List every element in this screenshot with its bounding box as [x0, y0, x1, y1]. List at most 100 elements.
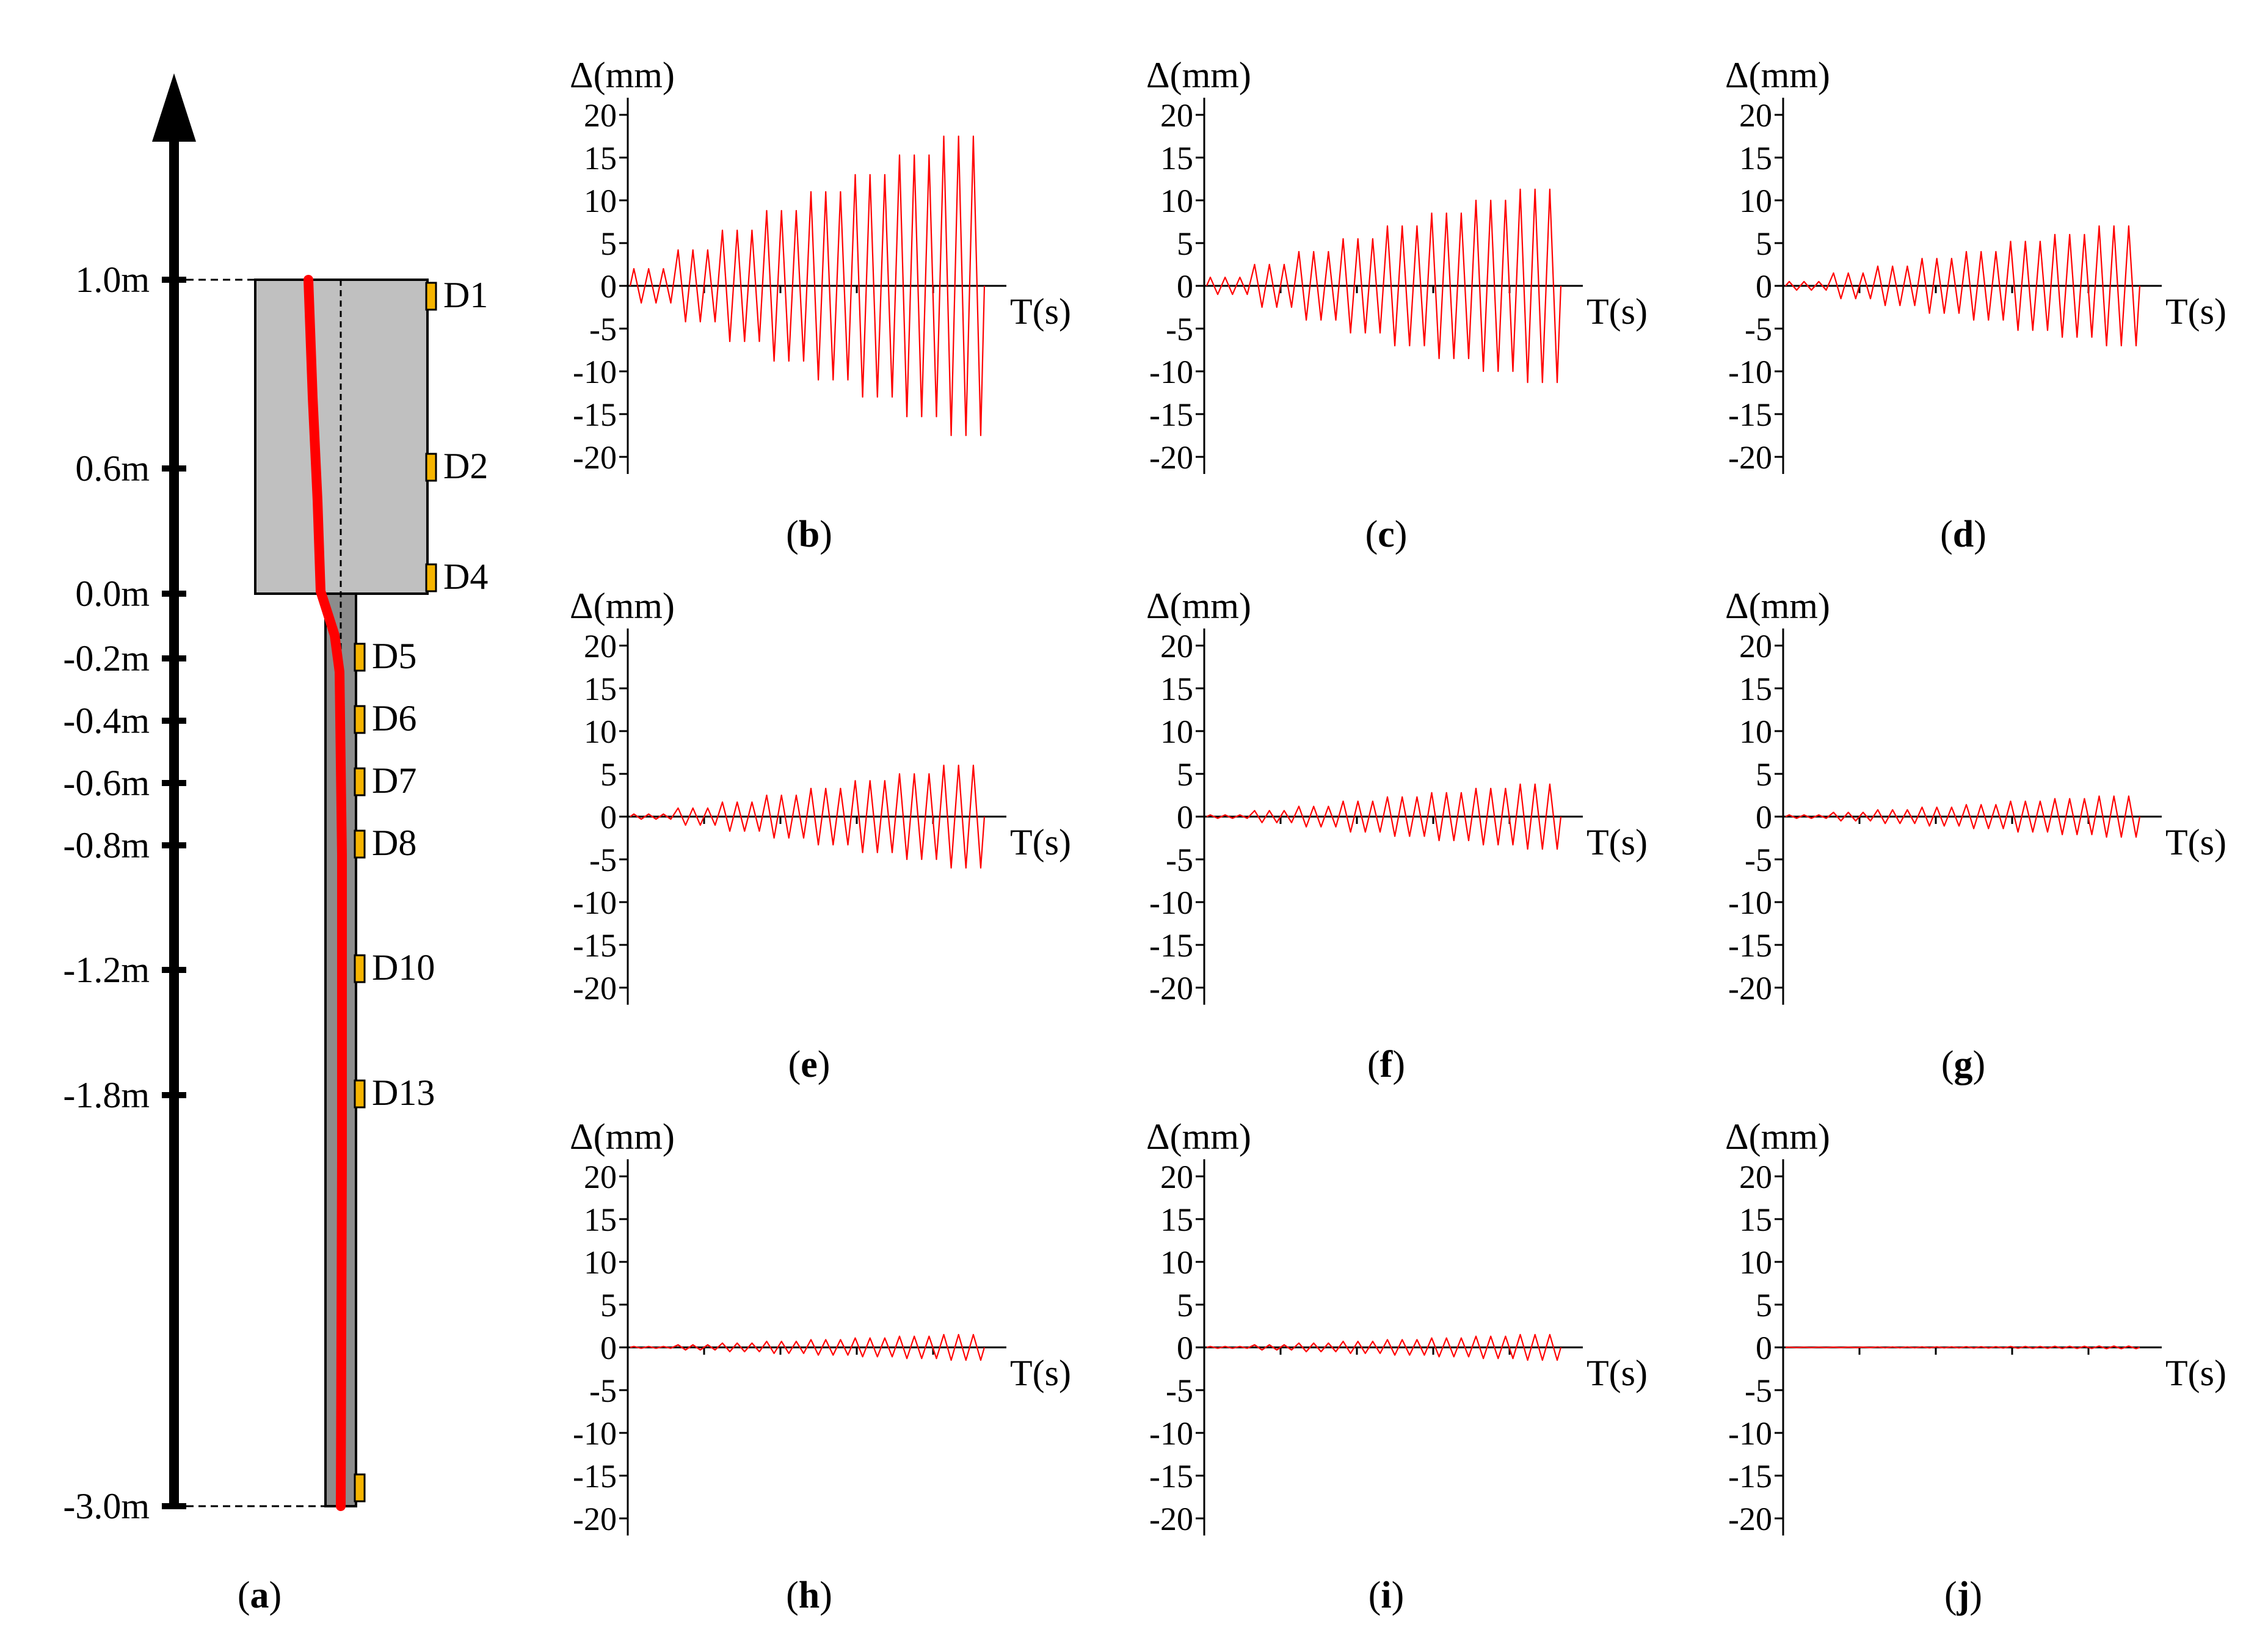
y-tick-label: -10: [573, 1415, 617, 1452]
deflection-curve: [303, 275, 347, 1511]
sensor-marker: [354, 829, 366, 859]
y-tick-label: -5: [1745, 842, 1772, 878]
y-tick-label: 20: [1739, 1159, 1772, 1195]
y-tick-label: -5: [1745, 311, 1772, 348]
y-tick-label: 5: [1756, 756, 1772, 793]
depth-label: -0.2m: [63, 638, 150, 679]
y-tick-label: 5: [1177, 756, 1193, 793]
depth-label: -3.0m: [63, 1486, 150, 1526]
depth-label: -0.4m: [63, 701, 150, 741]
x-axis-label: T(s): [1587, 1353, 1648, 1393]
y-tick-label: 20: [584, 628, 617, 665]
y-axis-label: Δ(mm): [1725, 586, 1830, 626]
y-tick-label: 15: [584, 1201, 617, 1238]
y-tick-label: -5: [589, 1372, 617, 1409]
sensor-label: D7: [372, 760, 416, 801]
y-tick-label: 20: [1160, 97, 1193, 134]
y-tick-label: -5: [1166, 311, 1193, 348]
chart-e-caption: (e): [788, 1044, 831, 1085]
y-tick-label: -10: [1149, 354, 1193, 390]
sensor-label: D4: [443, 556, 488, 597]
y-tick-label: 10: [1160, 183, 1193, 219]
y-tick-label: -20: [1149, 1501, 1193, 1537]
y-tick-label: 10: [1739, 1244, 1772, 1281]
y-tick-label: -10: [1728, 884, 1772, 921]
y-tick-label: 20: [1739, 97, 1772, 134]
y-tick-label: 10: [1739, 713, 1772, 750]
y-tick-label: -10: [1149, 1415, 1193, 1452]
sensor-marker: [425, 453, 437, 482]
y-tick-label: -15: [573, 1458, 617, 1495]
y-tick-label: -20: [1728, 1501, 1772, 1537]
depth-label: -0.8m: [63, 825, 150, 865]
sensor-marker: [354, 954, 366, 983]
y-tick-label: 5: [600, 225, 617, 262]
y-tick-label: 5: [1177, 225, 1193, 262]
sensor-marker: [354, 643, 366, 672]
panel-a-caption: (a): [238, 1575, 282, 1616]
y-tick-label: 5: [600, 756, 617, 793]
y-tick-label: 20: [1160, 628, 1193, 665]
y-tick-label: 10: [1739, 183, 1772, 219]
depth-label: -0.6m: [63, 763, 150, 803]
chart-f: 20 15 10 5 0 -5 -10 -15 -20 Δ(mm) T(s) (f): [1146, 586, 1648, 1085]
chart-i: 20 15 10 5 0 -5 -10 -15 -20 Δ(mm) T(s) (i): [1146, 1117, 1648, 1616]
chart-c-caption: (c): [1365, 514, 1408, 555]
chart-b-caption: (b): [786, 514, 832, 555]
y-tick-label: -10: [573, 884, 617, 921]
y-tick-label: -20: [1728, 970, 1772, 1007]
y-tick-label: 15: [1739, 140, 1772, 177]
sensor-marker: [425, 282, 437, 311]
displacement-series: [1785, 795, 2141, 838]
chart-h: 20 15 10 5 0 -5 -10 -15 -20 Δ(mm) T(s) (h): [570, 1117, 1071, 1616]
x-axis-label: T(s): [1587, 822, 1648, 862]
displacement-series: [1785, 225, 2141, 347]
panel-a-pile-diagram: 1.0m 0.6m 0.0m -0.2m -0.4m -0.6m -0.8m -1.2m -1.…: [63, 73, 488, 1616]
y-tick-label: 0: [1756, 799, 1772, 836]
chart-j-caption: (j): [1944, 1575, 1982, 1616]
y-tick-label: -15: [1149, 927, 1193, 964]
x-axis-label: T(s): [2165, 822, 2226, 862]
depth-label: 0.6m: [75, 448, 150, 489]
x-axis-label: T(s): [1010, 822, 1071, 862]
chart-d: 20 15 10 5 0 -5 -10 -15 -20 Δ(mm) T(s) (d): [1725, 55, 2226, 555]
x-axis-label: T(s): [1010, 291, 1071, 332]
y-axis-label: Δ(mm): [570, 55, 675, 95]
y-tick-label: 0: [1177, 268, 1193, 305]
y-tick-label: 10: [1160, 713, 1193, 750]
y-tick-label: -15: [573, 396, 617, 433]
chart-g-caption: (g): [1941, 1044, 1985, 1085]
y-tick-label: 10: [584, 713, 617, 750]
y-tick-label: 15: [1739, 1201, 1772, 1238]
displacement-series: [630, 764, 986, 869]
chart-i-caption: (i): [1368, 1575, 1405, 1616]
y-tick-label: 15: [1160, 140, 1193, 177]
y-tick-label: 0: [1756, 1330, 1772, 1366]
x-axis-label: T(s): [2165, 291, 2226, 332]
depth-label: -1.2m: [63, 950, 150, 990]
y-axis-label: Δ(mm): [1146, 1117, 1251, 1157]
y-tick-label: 0: [600, 799, 617, 836]
sensor-label: D8: [372, 823, 416, 863]
sensor-label: D6: [372, 698, 416, 738]
chart-g: 20 15 10 5 0 -5 -10 -15 -20 Δ(mm) T(s) (g): [1725, 586, 2226, 1085]
y-tick-label: 20: [1739, 628, 1772, 665]
chart-b: 20 15 10 5 0 -5 -10 -15 -20 Δ(mm) T(s) (b): [570, 55, 1071, 555]
sensor-marker: [354, 1473, 366, 1503]
y-tick-label: 5: [1177, 1287, 1193, 1324]
y-tick-label: -15: [573, 927, 617, 964]
y-tick-label: -20: [573, 970, 617, 1007]
sensor-marker: [425, 563, 437, 592]
y-tick-label: -20: [1728, 439, 1772, 476]
y-tick-label: 10: [584, 183, 617, 219]
sensor-label: D10: [372, 947, 435, 988]
sensor-marker: [354, 705, 366, 734]
y-tick-label: 0: [1177, 1330, 1193, 1366]
y-axis-label: Δ(mm): [570, 586, 675, 626]
y-tick-label: -5: [589, 842, 617, 878]
y-tick-label: 15: [1739, 671, 1772, 707]
y-tick-label: 5: [600, 1287, 617, 1324]
y-tick-label: 15: [584, 671, 617, 707]
y-tick-label: 15: [1160, 671, 1193, 707]
